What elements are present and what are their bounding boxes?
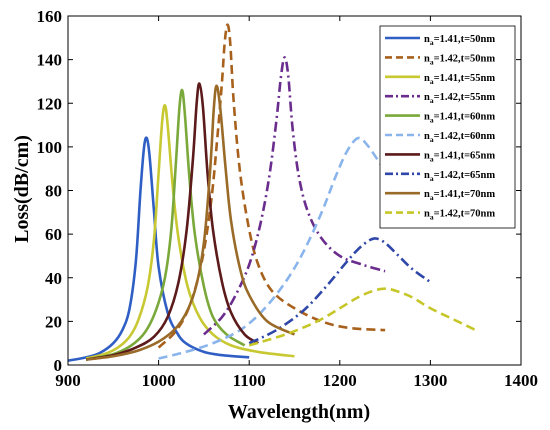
- y-tick-label: 20: [45, 312, 62, 331]
- series-line-10: [248, 287, 477, 347]
- legend-entry-label: na=1.42,t=55nm: [424, 92, 495, 105]
- series-line-4: [202, 56, 386, 336]
- axes: 900 1000 1100 1200 1300 1400 0 20 40 60 80 100 120 14…: [37, 7, 539, 390]
- series-line-9: [85, 84, 296, 361]
- legend: na=1.41,t=50nm na=1.42,t=50nm na=1.41,t=55…: [379, 25, 516, 229]
- y-tick-label: 100: [37, 138, 63, 157]
- legend-entry-label: na=1.41,t=65nm: [424, 150, 495, 163]
- legend-entry-label: na=1.42,t=50nm: [424, 53, 495, 66]
- series-line-3: [85, 104, 295, 360]
- y-tick-label: 0: [54, 356, 63, 375]
- legend-entry-label: na=1.42,t=65nm: [424, 170, 495, 183]
- series-lines: [68, 23, 477, 362]
- legend-entry-label: na=1.41,t=70nm: [424, 189, 495, 202]
- legend-entry-label: na=1.42,t=60nm: [424, 131, 495, 144]
- x-tick-label: 1100: [233, 371, 266, 390]
- legend-entry-label: na=1.42,t=70nm: [424, 209, 495, 222]
- y-tick-label: 140: [37, 51, 63, 70]
- legend-entry-label: na=1.41,t=60nm: [424, 112, 495, 125]
- series-line-7: [85, 82, 259, 361]
- y-axis-title: Loss(dB/cm): [11, 135, 33, 243]
- x-tick-label: 1400: [504, 371, 538, 390]
- y-tick-label: 40: [45, 269, 62, 288]
- x-tick-label: 1200: [323, 371, 357, 390]
- legend-entry-label: na=1.41,t=55nm: [424, 73, 495, 86]
- series-line-5: [85, 88, 246, 361]
- x-tick-label: 1300: [413, 371, 447, 390]
- x-tick-label: 900: [55, 371, 81, 390]
- series-line-1: [68, 136, 250, 362]
- plot-area: [68, 23, 477, 362]
- y-tick-label: 160: [37, 7, 63, 26]
- x-axis-title: Wavelength(nm): [228, 401, 370, 423]
- y-tick-label: 80: [45, 182, 62, 201]
- x-tick-label: 1000: [142, 371, 176, 390]
- series-line-8: [248, 237, 432, 345]
- legend-entry-label: na=1.41,t=50nm: [424, 34, 495, 47]
- y-tick-label: 60: [45, 225, 62, 244]
- y-tick-label: 120: [37, 94, 63, 113]
- series-line-6: [158, 136, 405, 360]
